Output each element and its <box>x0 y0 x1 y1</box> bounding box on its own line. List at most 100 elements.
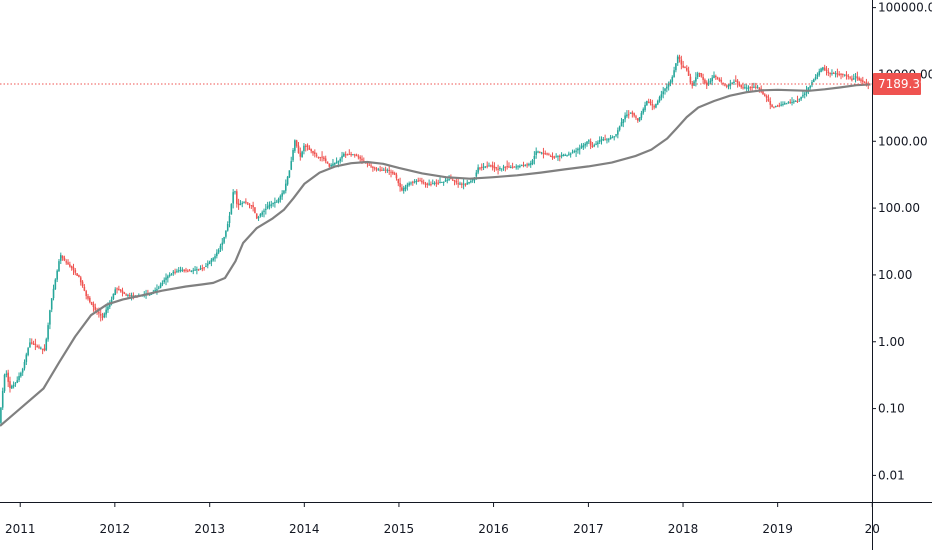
candle-body <box>179 270 182 272</box>
candle-body <box>243 201 245 203</box>
candle-body <box>716 77 719 80</box>
candle <box>30 338 33 345</box>
candle-body <box>707 82 710 85</box>
candle-body <box>23 362 26 369</box>
candle-body <box>27 348 29 355</box>
candle <box>542 147 545 159</box>
candle-body <box>99 313 102 316</box>
candle <box>230 203 233 215</box>
candle <box>245 198 247 205</box>
candle-body <box>564 154 567 156</box>
candle <box>633 112 635 118</box>
candle-body <box>480 166 483 168</box>
candle <box>682 60 684 69</box>
candle-body <box>230 204 233 215</box>
candle-body <box>591 145 594 147</box>
candle <box>344 151 347 158</box>
candle <box>61 255 64 261</box>
candle <box>382 167 385 171</box>
candle <box>372 165 374 172</box>
candle-body <box>511 166 514 168</box>
candle <box>323 155 325 162</box>
candle-body <box>187 270 189 272</box>
candle-body <box>7 372 9 382</box>
candle-body <box>245 201 247 203</box>
candle-body <box>800 97 802 100</box>
candle-body <box>382 169 385 171</box>
candle-body <box>711 77 713 82</box>
candle <box>584 142 586 149</box>
candle-body <box>228 215 231 224</box>
x-axis[interactable]: 2011 2012 2013 2014 2015 2016 2017 2018 2019 20 <box>0 502 932 536</box>
candle <box>477 164 479 175</box>
candle <box>671 75 674 84</box>
candle-body <box>157 287 160 289</box>
candle-body <box>361 158 363 161</box>
candle <box>537 150 539 154</box>
candle <box>439 177 441 184</box>
candle <box>172 270 175 276</box>
candle <box>301 150 303 158</box>
candle-body <box>10 385 13 389</box>
candle-body <box>105 309 107 315</box>
candle-body <box>326 161 329 164</box>
candle <box>170 273 173 276</box>
candle <box>441 181 443 183</box>
candle-body <box>575 150 577 152</box>
candle-body <box>156 289 158 291</box>
candle-body <box>562 154 565 157</box>
candle <box>54 278 57 290</box>
candle-body <box>324 158 327 162</box>
candle-body <box>421 180 423 183</box>
candle <box>87 293 89 301</box>
candle-body <box>715 75 717 78</box>
candle-body <box>805 90 808 94</box>
candle-body <box>127 294 129 296</box>
candle <box>640 110 643 121</box>
candle-body <box>417 180 420 182</box>
candle-body <box>343 153 345 157</box>
candle-body <box>468 181 470 184</box>
candle-body <box>284 183 287 191</box>
candle-body <box>631 112 634 115</box>
candle-body <box>796 100 799 102</box>
candle <box>63 255 66 262</box>
candle-body <box>177 270 180 272</box>
candle-body <box>495 167 498 169</box>
candle-body <box>373 167 376 169</box>
candle-body <box>740 85 743 88</box>
candle-body <box>569 153 572 155</box>
y-axis[interactable]: 100000.0010000.001000.00100.0010.001.000… <box>872 0 932 550</box>
candle <box>843 74 846 77</box>
candle <box>397 178 400 187</box>
candle <box>197 268 200 272</box>
candle <box>861 76 864 85</box>
candle-body <box>742 87 744 89</box>
candle <box>685 65 688 72</box>
candle <box>716 76 719 80</box>
candle-body <box>638 117 641 121</box>
candle-body <box>793 101 795 103</box>
candle-body <box>753 86 755 88</box>
candle-body <box>524 165 527 167</box>
candle-body <box>290 161 293 170</box>
candle <box>849 76 851 80</box>
candle <box>47 322 49 342</box>
candle <box>569 152 572 158</box>
candle-body <box>624 115 626 120</box>
candle-body <box>542 153 545 155</box>
candle-body <box>798 99 801 101</box>
candle-body <box>684 66 686 69</box>
candle <box>408 181 410 187</box>
candle-body <box>540 152 543 154</box>
candle-body <box>303 145 305 152</box>
candle-body <box>769 101 772 105</box>
x-tick-label: 2018 <box>668 522 699 536</box>
candle <box>326 161 329 164</box>
candle <box>658 95 661 103</box>
candle <box>310 148 312 154</box>
candle <box>825 66 828 76</box>
candle <box>196 266 198 275</box>
candle-body <box>745 87 748 89</box>
